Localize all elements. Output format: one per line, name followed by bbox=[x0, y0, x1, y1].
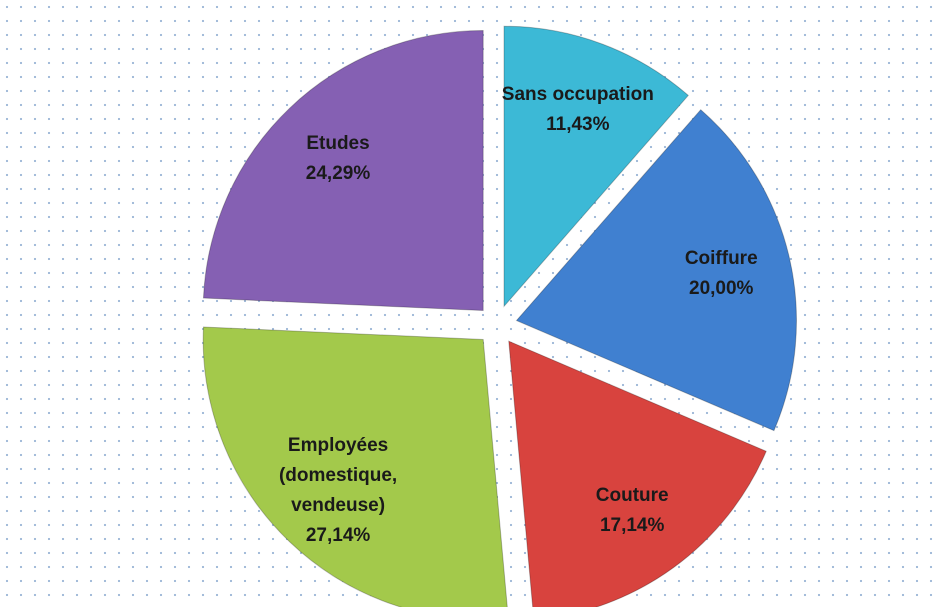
slice-label: Etudes 24,29% bbox=[253, 129, 423, 189]
pie-slice bbox=[202, 30, 484, 312]
value-label: 11,43% bbox=[546, 113, 610, 135]
pie-slice bbox=[503, 25, 689, 308]
pie-slice bbox=[202, 326, 508, 607]
category-label: Coiffure bbox=[684, 247, 758, 269]
pie-slice bbox=[508, 340, 767, 607]
slice-label: Sans occupation 11,43% bbox=[493, 80, 663, 140]
category-label: Couture bbox=[595, 485, 669, 507]
category-label: Etudes bbox=[306, 132, 370, 154]
category-label: Sans occupation bbox=[501, 83, 654, 105]
value-label: 27,14% bbox=[305, 525, 371, 547]
value-label: 20,00% bbox=[689, 277, 754, 299]
value-label: 17,14% bbox=[599, 515, 665, 537]
slice-label: Employées (domestique, vendeuse) 27,14% bbox=[253, 431, 423, 551]
value-label: 24,29% bbox=[305, 162, 371, 184]
category-label: Employées (domestique, vendeuse) bbox=[278, 435, 398, 517]
slice-label: Coiffure 20,00% bbox=[636, 244, 806, 304]
pie-slice bbox=[515, 109, 797, 432]
slice-label: Couture 17,14% bbox=[547, 481, 717, 541]
